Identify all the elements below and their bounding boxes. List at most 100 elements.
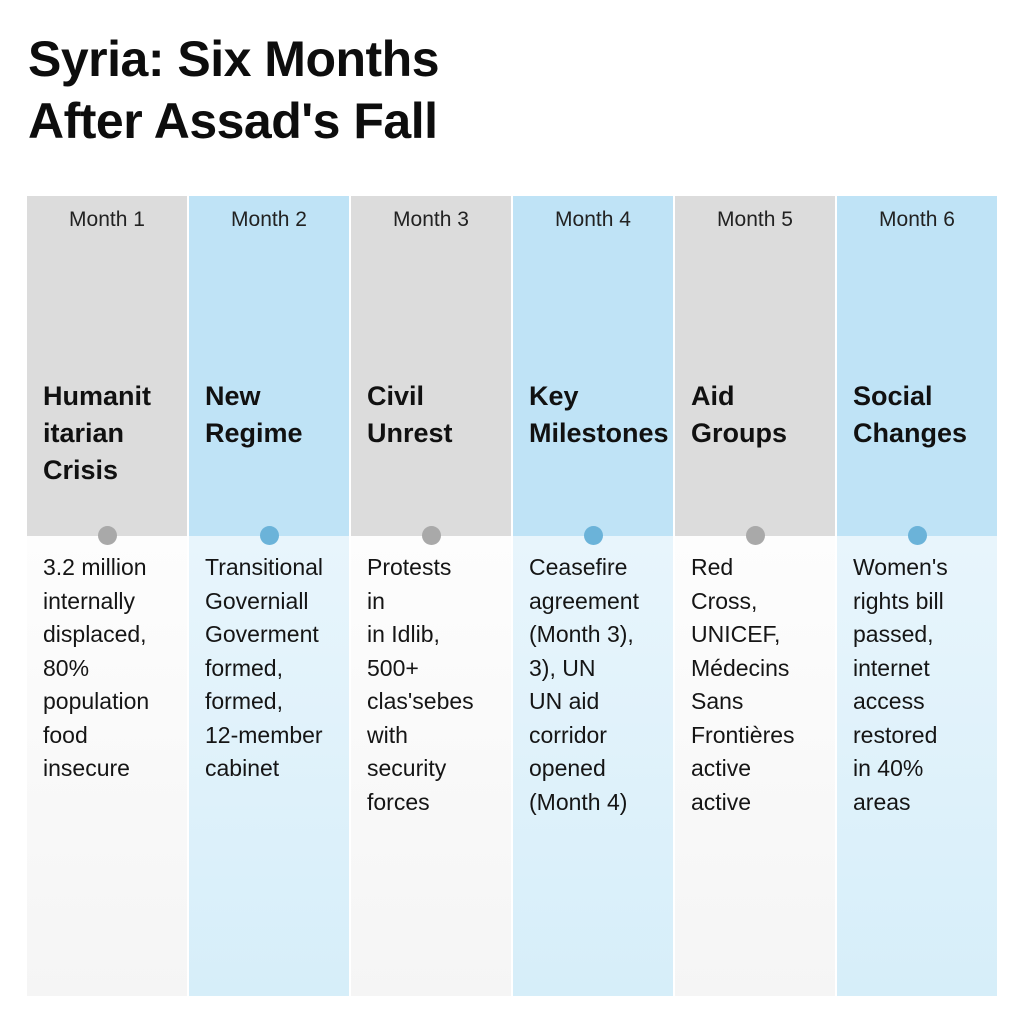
body-line: Cross, (691, 587, 758, 614)
timeline-dot-icon (422, 526, 441, 545)
body-line: food (43, 721, 88, 748)
heading-line: Aid (691, 381, 735, 411)
body-line: insecure (43, 755, 130, 781)
column-header: Month 6 Social Changes (837, 196, 997, 536)
heading-line: New (205, 381, 261, 411)
body-line: Red (691, 554, 734, 580)
body-line: Ceasefire (529, 554, 628, 580)
body-line: (Month 3), (529, 621, 634, 647)
body-line: access (853, 688, 925, 714)
body-line: population (43, 688, 150, 714)
body-line: areas (853, 788, 911, 815)
column-body-text: Ceasefire agreement (Month 3), 3), UN UN aid… (529, 551, 639, 819)
heading-line: Humanit (43, 381, 151, 411)
column-header: Month 5 Aid Groups (675, 196, 835, 536)
body-line: displaced, (43, 621, 147, 647)
month-label: Month 2 (231, 208, 307, 231)
timeline-column-month-1: Month 1 Humanit itarian Crisis 3.2 million in… (27, 196, 187, 996)
timeline-column-month-6: Month 6 Social Changes Women's rights bill pa… (837, 196, 997, 996)
body-line: 3.2 million (43, 554, 147, 580)
timeline-column-month-4: Month 4 Key Milestones Ceasefire agreement (M… (513, 196, 673, 996)
body-line: agreement (529, 587, 639, 614)
heading-line: Social (853, 381, 933, 411)
body-line: formed, (205, 654, 283, 681)
heading-line: Civil (367, 381, 425, 411)
body-line: active (691, 755, 752, 781)
column-body-text: Women's rights bill passed, internet access r… (853, 551, 948, 819)
body-line: Protests (367, 554, 452, 580)
body-line: Sans (691, 688, 744, 714)
body-line: 500+ (367, 654, 419, 681)
body-line: cabinet (205, 755, 280, 781)
body-line: rights bill (853, 587, 944, 614)
month-label: Month 4 (555, 208, 631, 231)
body-line: corridor (529, 721, 607, 748)
body-line: 3), UN (529, 654, 596, 681)
column-heading: Key Milestones (529, 378, 669, 452)
column-header: Month 1 Humanit itarian Crisis (27, 196, 187, 536)
timeline-column-month-5: Month 5 Aid Groups Red Cross, UNICEF, Médecins… (675, 196, 835, 996)
column-header: Month 2 New Regime (189, 196, 349, 536)
title-line: After Assad's Fall (28, 93, 438, 149)
body-line: opened (529, 755, 606, 781)
body-line: forces (367, 788, 430, 815)
heading-line: Unrest (367, 418, 453, 448)
body-line: security (367, 755, 447, 781)
month-label: Month 1 (69, 208, 145, 231)
body-line: UNICEF, (691, 621, 781, 647)
timeline-dot-icon (908, 526, 927, 545)
body-line: in Idlib, (367, 621, 440, 647)
body-line: clas'sebes (367, 688, 474, 714)
heading-line: Regime (205, 418, 303, 448)
body-line: (Month 4) (529, 788, 628, 815)
column-body-panel (27, 536, 187, 996)
body-line: UN aid (529, 688, 600, 714)
column-header: Month 3 Civil Unrest (351, 196, 511, 536)
body-line: Frontières (691, 721, 795, 748)
body-line: Women's (853, 554, 948, 580)
column-body-text: 3.2 million internally displaced, 80% popula… (43, 551, 149, 786)
body-line: in (367, 587, 385, 614)
body-line: Governiall (205, 587, 309, 614)
column-body-text: Protests in in Idlib, 500+ clas'sebes with sec… (367, 551, 474, 819)
page-title: Syria: Six Months After Assad's Fall (28, 28, 440, 152)
body-line: formed, (205, 688, 283, 714)
column-heading: New Regime (205, 378, 303, 452)
timeline-column-month-3: Month 3 Civil Unrest Protests in in Idlib, 500… (351, 196, 511, 996)
timeline-dot-icon (584, 526, 603, 545)
month-label: Month 5 (717, 208, 793, 231)
column-heading: Civil Unrest (367, 378, 453, 452)
body-line: internet (853, 654, 930, 681)
timeline-dot-icon (98, 526, 117, 545)
timeline-dot-icon (260, 526, 279, 545)
heading-line: Changes (853, 418, 968, 448)
column-heading: Aid Groups (691, 378, 787, 452)
column-body-panel (189, 536, 349, 996)
month-label: Month 6 (879, 208, 955, 231)
heading-line: Crisis (43, 455, 119, 485)
body-line: restored (853, 721, 938, 748)
column-body-panel (513, 536, 673, 996)
body-line: Transitional (205, 554, 324, 580)
column-body-panel (351, 536, 511, 996)
column-body-panel (675, 536, 835, 996)
column-heading: Social Changes (853, 378, 967, 452)
heading-line: Key (529, 381, 579, 411)
body-line: Goverment (205, 621, 319, 647)
body-line: passed, (853, 621, 934, 647)
column-body-panel (837, 536, 997, 996)
body-line: with (367, 721, 408, 748)
heading-line: itarian (43, 418, 125, 448)
body-line: internally (43, 587, 136, 614)
column-body-text: Red Cross, UNICEF, Médecins Sans Frontières ac… (691, 551, 795, 819)
timeline-column-month-2: Month 2 New Regime Transitional Governiall Go… (189, 196, 349, 996)
body-line: active (691, 788, 752, 815)
body-line: 80% (43, 654, 90, 681)
body-line: 12-member (205, 721, 323, 748)
title-line: Syria: Six Months (28, 31, 440, 87)
body-line: in 40% (853, 755, 924, 781)
heading-line: Groups (691, 418, 788, 448)
column-heading: Humanit itarian Crisis (43, 378, 151, 489)
column-body-text: Transitional Governiall Goverment formed, fo… (205, 551, 323, 786)
heading-line: Milestones (529, 418, 669, 448)
